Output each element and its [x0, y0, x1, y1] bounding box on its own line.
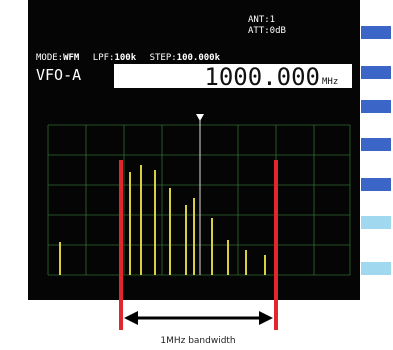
frequency-box — [114, 64, 352, 88]
lpf: 100k — [114, 53, 136, 63]
step: 100.000k — [177, 53, 221, 63]
side-button[interactable] — [361, 178, 391, 191]
side-button[interactable] — [361, 100, 391, 113]
mode-label: MODE: — [36, 53, 63, 63]
side-button[interactable] — [361, 262, 391, 275]
side-button[interactable] — [361, 26, 391, 39]
side-buttons — [361, 26, 391, 275]
frequency: 1000.000 — [204, 63, 320, 91]
vfo: VFO-A — [36, 66, 81, 84]
side-button[interactable] — [361, 66, 391, 79]
antenna: ANT:1 — [248, 15, 275, 25]
attenuator: ATT:0dB — [248, 26, 286, 36]
side-button[interactable] — [361, 216, 391, 229]
mode: WFM — [63, 53, 80, 63]
side-button[interactable] — [361, 138, 391, 151]
lpf-label: LPF: — [93, 53, 115, 63]
marker — [196, 114, 204, 121]
spectrum-peaks — [59, 165, 266, 275]
settings-row: MODE:WFM LPF:100k STEP:100.000k — [36, 53, 221, 63]
step-label: STEP: — [150, 53, 177, 63]
annotation: 1MHz bandwidth — [160, 336, 235, 346]
frequency-unit: MHz — [322, 77, 338, 87]
